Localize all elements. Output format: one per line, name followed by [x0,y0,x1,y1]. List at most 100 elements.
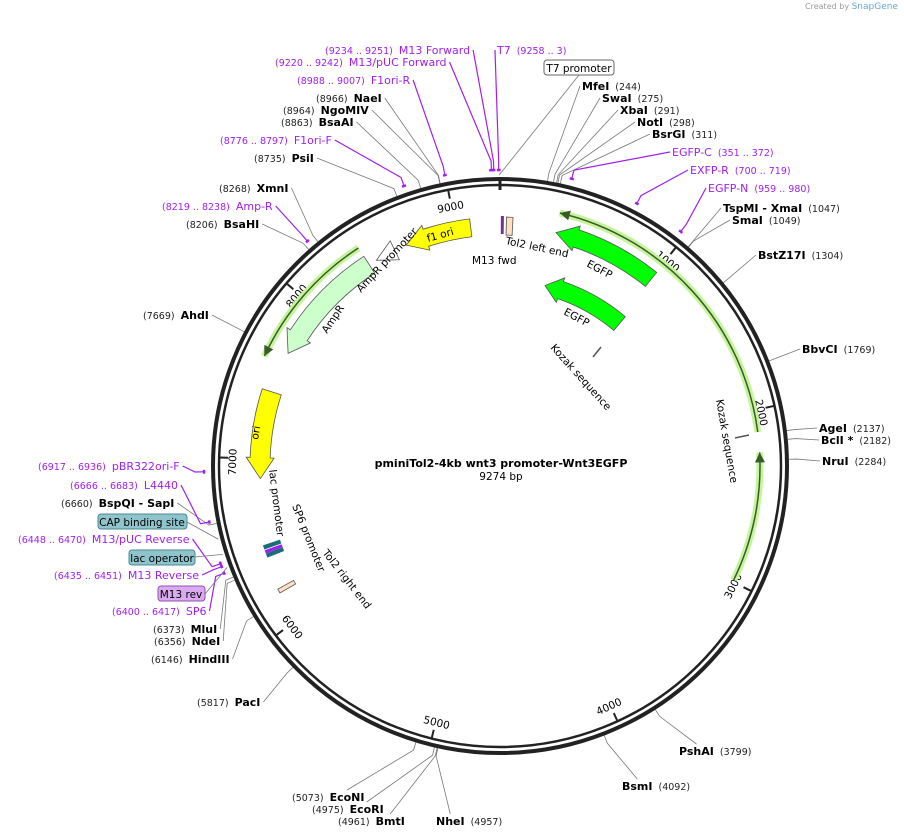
tol2-right-end-box[interactable] [277,579,297,594]
leader-line [194,553,223,558]
primer-site[interactable]: L4440 (6666 .. 6683) [70,479,178,492]
enzyme-name: EcoRI [350,803,384,816]
m13-rev-label[interactable]: M13 rev [157,585,206,602]
tol2-left-end-box[interactable] [505,216,514,236]
kozak-mark-2[interactable] [734,434,750,439]
primer-range: (8219 .. 8238) [162,202,230,213]
enzyme-site[interactable]: BsaHI (8206) [186,218,259,231]
enzyme-site[interactable]: BsrGI (311) [652,128,717,141]
primer-site[interactable]: F1ori-R (8988 .. 9007) [297,74,410,87]
enzyme-site[interactable]: BsmI (4092) [622,780,690,793]
enzyme-site[interactable]: EcoNI (5073) [292,791,364,804]
leader-line [389,747,438,815]
cap-binding-site-label[interactable]: CAP binding site [97,513,188,530]
f1-ori-arrow[interactable] [405,218,473,251]
leader-line [356,121,421,189]
primer-name: EGFP-C [672,146,712,159]
primer-site[interactable]: EXFP-R (700 .. 719) [690,164,791,177]
leader-line [435,748,451,815]
primer-range: (9234 .. 9251) [325,46,393,57]
kozak-outer-arc[interactable] [730,452,765,582]
leader-line [334,139,405,186]
enzyme-position: (4957) [471,817,503,828]
kozak-mark-1[interactable] [592,346,602,358]
enzyme-site[interactable]: NgoMIV (8964) [283,104,369,117]
enzyme-site[interactable]: NotI (298) [637,116,695,129]
enzyme-site[interactable]: PacI (5817) [197,696,260,709]
primer-range: (959 .. 980) [754,184,810,195]
m13-fwd-mark[interactable] [500,216,504,235]
lac-operator-mark[interactable] [265,547,285,558]
enzyme-site[interactable]: NaeI (8966) [316,92,382,105]
enzyme-position: (4975) [312,805,344,816]
egfp-arrow-1[interactable] [555,225,658,288]
enzyme-site[interactable]: BstZ17I (1304) [758,249,843,262]
enzyme-site[interactable]: MluI (6373) [153,623,217,636]
enzyme-site[interactable]: XbaI (291) [620,104,679,117]
enzyme-site[interactable]: BsaAI (8863) [281,116,354,129]
primer-site[interactable]: EGFP-C (351 .. 372) [672,146,774,159]
enzyme-site[interactable]: MfeI (244) [582,80,641,93]
lac-operator-label[interactable]: lac operator [128,549,196,566]
enzyme-name: TspMI - XmaI [723,202,802,215]
leader-line [688,219,731,248]
enzyme-site[interactable]: NdeI (6356) [154,635,220,648]
sp6-mark[interactable] [264,544,283,554]
ampr-outer-arc[interactable] [261,245,361,358]
primer-site[interactable]: SP6 (6400 .. 6417) [112,605,206,618]
primer-mark [401,184,407,188]
egfp-outer-arc[interactable] [559,209,762,433]
primer-name: F1ori-R [371,74,411,87]
enzyme-name: HindIII [189,653,230,666]
enzyme-name: BsaHI [224,218,260,231]
enzyme-site[interactable]: BmtI (4961) [338,815,405,828]
primer-site[interactable]: T7 (9258 .. 3) [496,44,566,57]
cap-site-mark[interactable] [262,539,282,550]
primer-site[interactable]: M13/pUC Reverse (6448 .. 6470) [18,533,190,546]
enzyme-site[interactable]: NruI (2284) [822,455,886,468]
primer-site[interactable]: F1ori-F (8776 .. 8797) [220,134,332,147]
primer-site[interactable]: M13 Forward (9234 .. 9251) [325,44,470,57]
enzyme-site[interactable]: XmnI (8268) [219,182,288,195]
primer-name: EXFP-R [690,164,729,177]
enzyme-site[interactable]: PsiI (8735) [254,152,314,165]
primer-site[interactable]: M13/pUC Forward (9220 .. 9242) [275,56,447,69]
t7-promoter-label[interactable]: T7 promoter [543,59,615,76]
enzyme-site[interactable]: TspMI - XmaI (1047) [723,202,840,215]
site-labels: MfeI (244)SwaI (275)XbaI (291)NotI (298)BsrG… [18,44,891,828]
primer-site[interactable]: pBR322ori-F (6917 .. 6936) [38,460,180,473]
primer-name: pBR322ori-F [112,460,180,473]
leader-line [316,157,398,197]
ori-arrow[interactable] [245,388,282,480]
primer-range: (351 .. 372) [718,148,774,159]
enzyme-name: BsmI [622,780,653,793]
leader-lines [177,49,821,815]
leader-line [571,151,671,179]
enzyme-site[interactable]: SmaI (1049) [732,214,801,227]
enzyme-site[interactable]: PshAI (3799) [679,745,751,758]
primer-site[interactable]: EGFP-N (959 .. 980) [708,182,810,195]
leader-line [557,121,636,183]
egfp-arrow-2[interactable] [544,277,626,331]
enzyme-site[interactable]: EcoRI (4975) [312,803,384,816]
leader-line [556,109,619,183]
primer-site[interactable]: M13 Reverse (6435 .. 6451) [54,569,199,582]
enzyme-site[interactable]: AhdI (7669) [143,309,209,322]
enzyme-site[interactable]: BclI * (2182) [821,434,891,447]
primer-mark [218,561,223,567]
leader-line [769,348,801,362]
leader-line [263,667,294,703]
enzyme-site[interactable]: SwaI (275) [602,92,663,105]
primer-mark [569,177,575,181]
enzyme-site[interactable]: BbvCI (1769) [802,343,875,356]
primer-range: (8776 .. 8797) [220,136,288,147]
ampr-arrow[interactable] [286,255,376,354]
ampr-promoter-arrow[interactable] [375,240,401,261]
enzyme-site[interactable]: NheI (4957) [436,815,502,828]
enzyme-site[interactable]: AgeI (2137) [819,422,885,435]
lac-operator-text: lac operator [130,553,194,565]
enzyme-site[interactable]: HindIII (6146) [151,653,230,666]
enzyme-site[interactable]: BspQI - SapI (6660) [61,497,174,510]
primer-site[interactable]: Amp-R (8219 .. 8238) [162,200,273,213]
t7-promoter-text: T7 promoter [545,63,612,75]
